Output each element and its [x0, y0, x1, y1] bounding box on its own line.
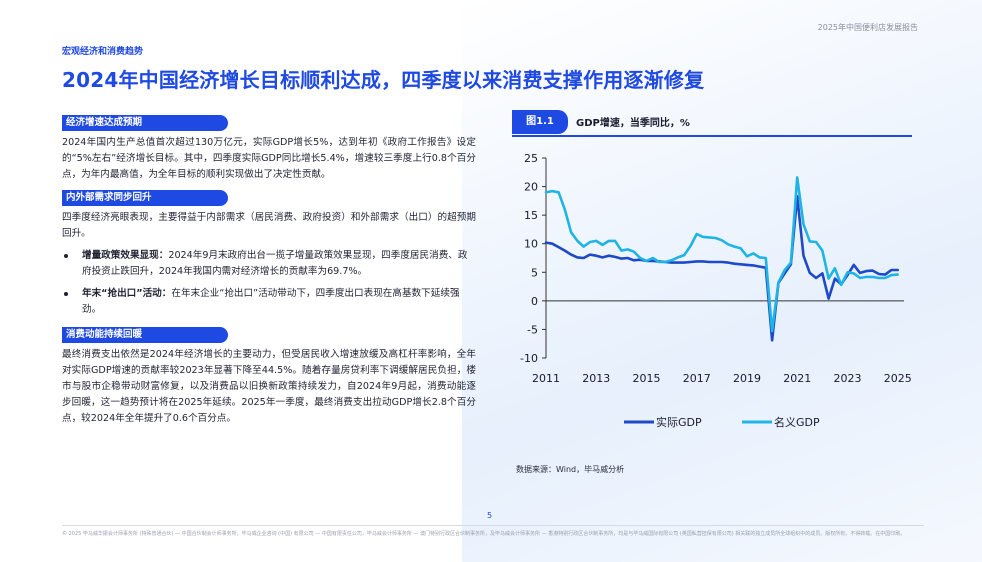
- legend-label: 实际GDP: [656, 415, 702, 429]
- report-title: 2025年中国便利店发展报告: [817, 23, 918, 32]
- growth-paragraph: 2024年国内生产总值首次超过130万亿元，实际GDP增长5%，达到年初《政府工…: [62, 137, 476, 180]
- x-tick-label: 2025: [884, 372, 912, 385]
- footer-divider: [62, 525, 924, 526]
- y-tick-label: -10: [520, 352, 538, 365]
- y-tick-label: -5: [527, 323, 538, 336]
- page-number: 5: [487, 511, 493, 520]
- bullet-export-text: 在年末企业“抢出口”活动带动下，四季度出口表现在高基数下延续强劲。: [82, 288, 460, 315]
- page-headline: 2024年中国经济增长目标顺利达成，四季度以来消费支撑作用逐渐修复: [62, 68, 705, 92]
- copyright-disclaimer: © 2025 毕马威华振会计师事务所 (特殊普通合伙) — 中国合伙制会计师事务…: [62, 531, 906, 537]
- section-label: 宏观经济和消费趋势: [62, 47, 144, 57]
- x-tick-label: 2023: [833, 372, 861, 385]
- y-tick-label: 10: [524, 238, 538, 251]
- bullet-dot: [64, 292, 68, 296]
- bullet-export: 年末“抢出口”活动：在年末企业“抢出口”活动带动下，四季度出口表现在高基数下延续…: [62, 286, 476, 318]
- bullet-policy-text: 2024年9月末政府出台一揽子增量政策效果显现，四季度居民消费、政府投资止跌回升…: [82, 250, 468, 277]
- consumption-paragraph: 最终消费支出依然是2024年经济增长的主要动力，但受居民收入增速放缓及高杠杆率影…: [62, 349, 476, 424]
- x-tick-label: 2011: [532, 372, 560, 385]
- legend-label: 名义GDP: [774, 415, 820, 429]
- figure-tag: 图1.1: [512, 110, 568, 134]
- figure: 图1.1 GDP增速，当季同比，% 25 20 15 10 5 0 -5 -10 2011 201…: [512, 110, 924, 480]
- y-tick-label: 25: [524, 152, 538, 165]
- x-tick-label: 2017: [683, 372, 711, 385]
- x-tick-label: 2019: [733, 372, 761, 385]
- left-column: 经济增速达成预期 2024年国内生产总值首次超过130万亿元，实际GDP增长5%…: [62, 110, 476, 429]
- section-heading-consumption: 消费动能持续回暖: [62, 327, 228, 343]
- y-tick-label: 20: [524, 181, 538, 194]
- figure-title: GDP增速，当季同比，%: [576, 118, 690, 129]
- bullet-export-bold: 年末“抢出口”活动：: [82, 288, 172, 299]
- figure-divider: [512, 135, 912, 137]
- section-heading-growth: 经济增速达成预期: [62, 115, 228, 131]
- bullet-policy-bold: 增量政策效果显现：: [82, 250, 169, 261]
- demand-paragraph: 四季度经济亮眼表现，主要得益于内部需求（居民消费、政府投资）和外部需求（出口）的…: [62, 212, 476, 239]
- x-tick-label: 2013: [582, 372, 610, 385]
- series-line-real-gdp: [544, 195, 899, 342]
- bullet-dot: [64, 254, 68, 258]
- y-tick-label: 0: [531, 295, 538, 308]
- y-tick-label: 15: [524, 209, 538, 222]
- x-tick-label: 2015: [632, 372, 660, 385]
- section-heading-demand: 内外部需求同步回升: [62, 190, 228, 206]
- source-note: 数据来源：Wind，毕马威分析: [516, 465, 625, 474]
- x-tick-label: 2021: [783, 372, 811, 385]
- series-line-nominal-gdp: [544, 176, 899, 333]
- y-tick-label: 5: [531, 266, 538, 279]
- bullet-policy: 增量政策效果显现：2024年9月末政府出台一揽子增量政策效果显现，四季度居民消费…: [62, 248, 476, 280]
